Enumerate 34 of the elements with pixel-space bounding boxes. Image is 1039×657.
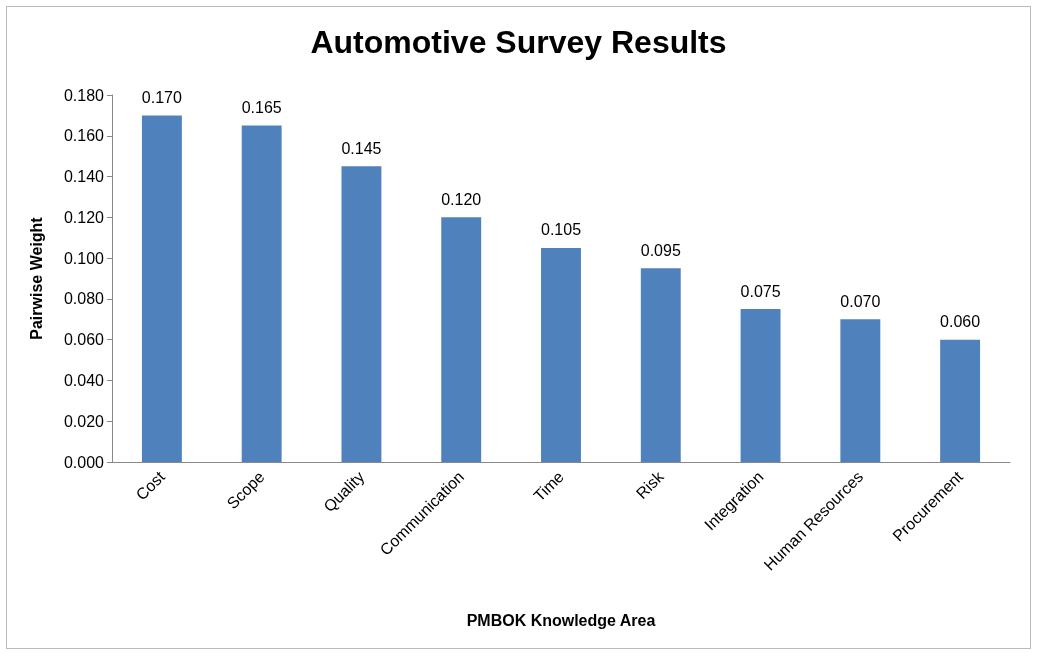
data-label: 0.145 bbox=[341, 139, 382, 157]
y-tick-label: 0.160 bbox=[63, 127, 105, 145]
data-label: 0.095 bbox=[640, 241, 681, 259]
bar bbox=[640, 268, 681, 462]
data-label: 0.170 bbox=[141, 88, 183, 106]
x-tick-label: Risk bbox=[632, 467, 668, 502]
bar bbox=[141, 115, 182, 462]
bar bbox=[541, 247, 581, 462]
data-label: 0.075 bbox=[740, 282, 781, 300]
x-tick-label: Cost bbox=[132, 467, 169, 504]
bar bbox=[840, 319, 881, 462]
bar bbox=[341, 166, 382, 462]
x-tick-label: Time bbox=[530, 467, 568, 505]
x-axis-title: PMBOK Knowledge Area bbox=[466, 611, 656, 629]
bar bbox=[441, 217, 482, 462]
y-axis-title: Pairwise Weight bbox=[27, 216, 45, 340]
y-tick-label: 0.100 bbox=[63, 249, 105, 267]
data-label: 0.120 bbox=[441, 190, 482, 208]
bar bbox=[740, 309, 781, 462]
bar bbox=[241, 125, 282, 462]
data-label: 0.060 bbox=[940, 313, 981, 331]
y-tick-label: 0.060 bbox=[63, 331, 105, 349]
bar bbox=[940, 339, 981, 462]
y-tick-label: 0.020 bbox=[63, 412, 105, 430]
data-label: 0.105 bbox=[540, 221, 582, 239]
y-tick-label: 0.120 bbox=[63, 208, 105, 226]
y-tick-label: 0.140 bbox=[63, 168, 105, 186]
y-tick-label: 0.000 bbox=[63, 453, 105, 471]
y-tick-label: 0.080 bbox=[63, 290, 105, 308]
y-tick-label: 0.180 bbox=[63, 86, 105, 104]
chart-title: Automotive Survey Results bbox=[310, 24, 727, 60]
y-tick-label: 0.040 bbox=[63, 371, 105, 389]
data-label: 0.165 bbox=[241, 99, 282, 117]
data-label: 0.070 bbox=[840, 292, 881, 310]
